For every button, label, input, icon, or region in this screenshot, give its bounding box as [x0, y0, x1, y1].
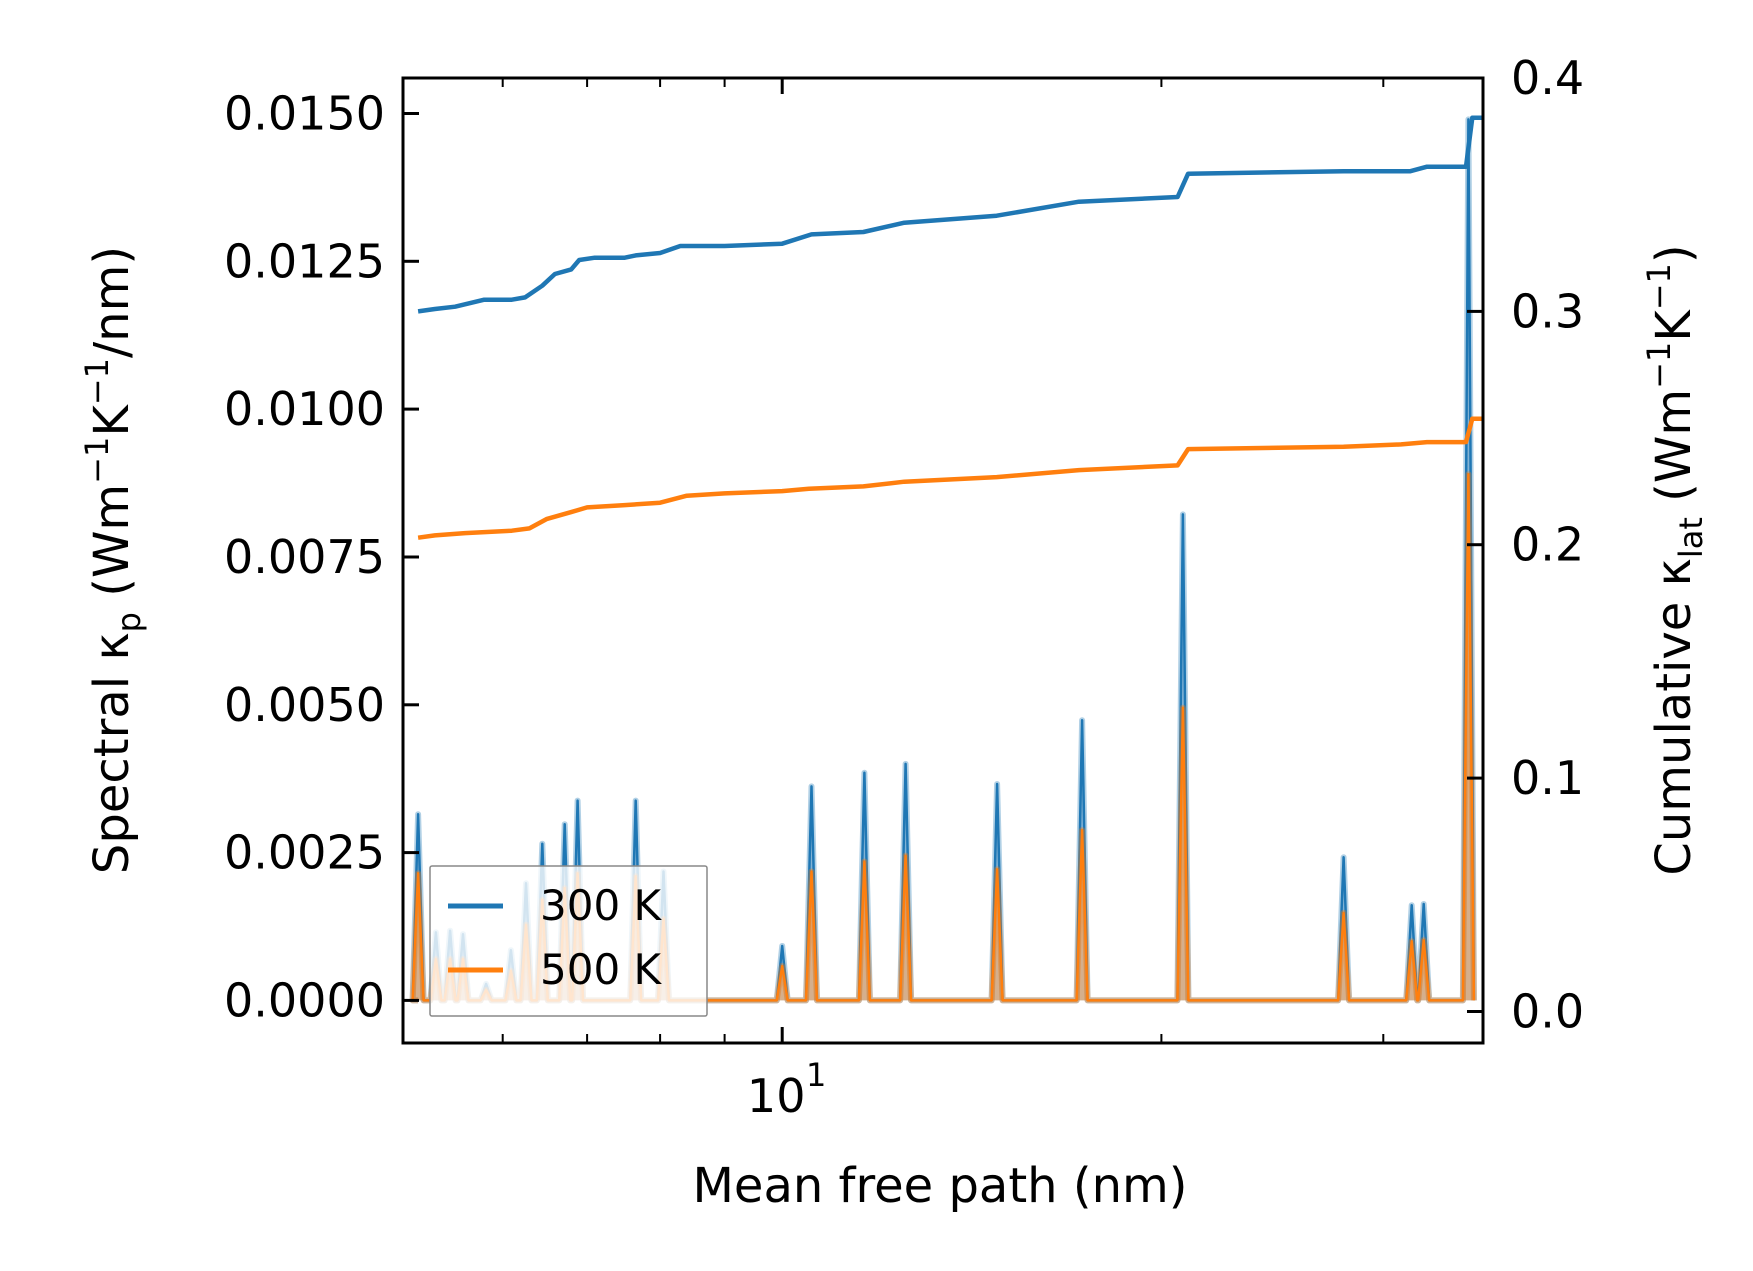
left-tick-label: 0.0100 [224, 382, 385, 436]
left-axis-label: Spectral κp (Wm−1K−1/nm) [78, 246, 148, 874]
right-tick-label: 0.4 [1511, 51, 1584, 105]
legend-label-500k: 500 K [540, 945, 663, 994]
x-tick-label-exponent: 1 [806, 1056, 826, 1094]
legend: 300 K 500 K [429, 865, 708, 1017]
right-tick-label: 0.3 [1511, 284, 1584, 338]
right-tick-label: 0.0 [1511, 985, 1584, 1039]
left-tick-label: 0.0025 [224, 826, 385, 880]
right-tick-label: 0.1 [1511, 751, 1584, 805]
x-tick-label-10: 10 [747, 1069, 806, 1123]
cumulative-series-group [417, 115, 1483, 540]
legend-label-300k: 300 K [540, 881, 663, 930]
axis-ticks: 0.00000.00250.00500.00750.01000.01250.01… [224, 51, 1584, 1123]
left-tick-label: 0.0050 [224, 678, 385, 732]
cumulative-line-300k [417, 115, 1483, 314]
right-tick-label: 0.2 [1511, 518, 1584, 572]
left-tick-label: 0.0125 [224, 234, 385, 288]
x-axis-label: Mean free path (nm) [693, 1158, 1188, 1214]
left-tick-label: 0.0000 [224, 973, 385, 1027]
cumulative-line-500k [417, 416, 1483, 540]
left-tick-label: 0.0075 [224, 530, 385, 584]
left-tick-label: 0.0150 [224, 87, 385, 141]
right-axis-label: Cumulative κlat (Wm−1K−1) [1640, 244, 1710, 875]
plot-frame [401, 76, 1485, 1045]
